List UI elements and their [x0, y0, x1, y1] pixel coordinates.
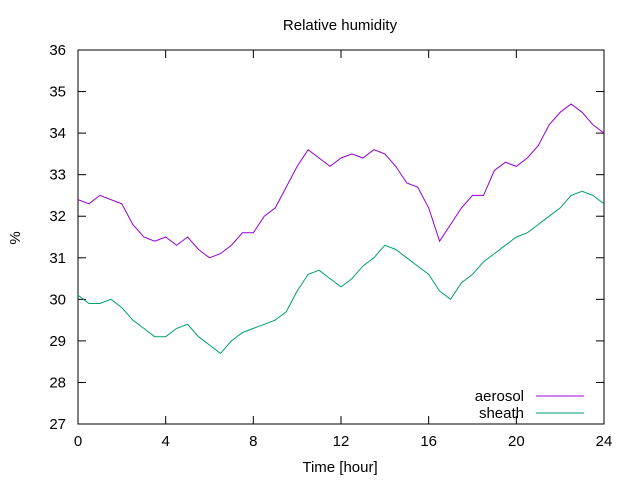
- y-tick-label: 29: [49, 333, 66, 350]
- x-tick-label: 8: [249, 433, 257, 450]
- y-axis-label: %: [7, 231, 24, 244]
- x-tick-label: 0: [74, 433, 82, 450]
- x-tick-label: 4: [161, 433, 169, 450]
- x-tick-label: 24: [596, 433, 613, 450]
- y-tick-label: 34: [49, 125, 66, 142]
- x-tick-label: 16: [420, 433, 437, 450]
- legend-label-sheath: sheath: [479, 405, 524, 422]
- x-axis: 0 4 8 12 16 20 24: [74, 50, 613, 450]
- y-tick-label: 33: [49, 167, 66, 184]
- plot-area-frame: [77, 49, 605, 425]
- series-line-sheath: [77, 190, 605, 355]
- chart-title: Relative humidity: [283, 17, 398, 34]
- series-layer: [77, 103, 605, 355]
- y-tick-label: 31: [49, 250, 66, 267]
- x-axis-label: Time [hour]: [302, 459, 377, 476]
- y-tick-label: 30: [49, 291, 66, 308]
- y-axis: 27 28 29 30 31 32 33 34 35 36: [49, 42, 604, 433]
- legend-label-aerosol: aerosol: [475, 388, 524, 405]
- y-tick-label: 27: [49, 416, 66, 433]
- y-tick-label: 36: [49, 42, 66, 59]
- series-line-aerosol: [77, 103, 605, 259]
- y-tick-label: 28: [49, 374, 66, 391]
- y-tick-label: 32: [49, 208, 66, 225]
- x-tick-label: 12: [333, 433, 350, 450]
- y-tick-label: 35: [49, 84, 66, 101]
- x-tick-label: 20: [508, 433, 525, 450]
